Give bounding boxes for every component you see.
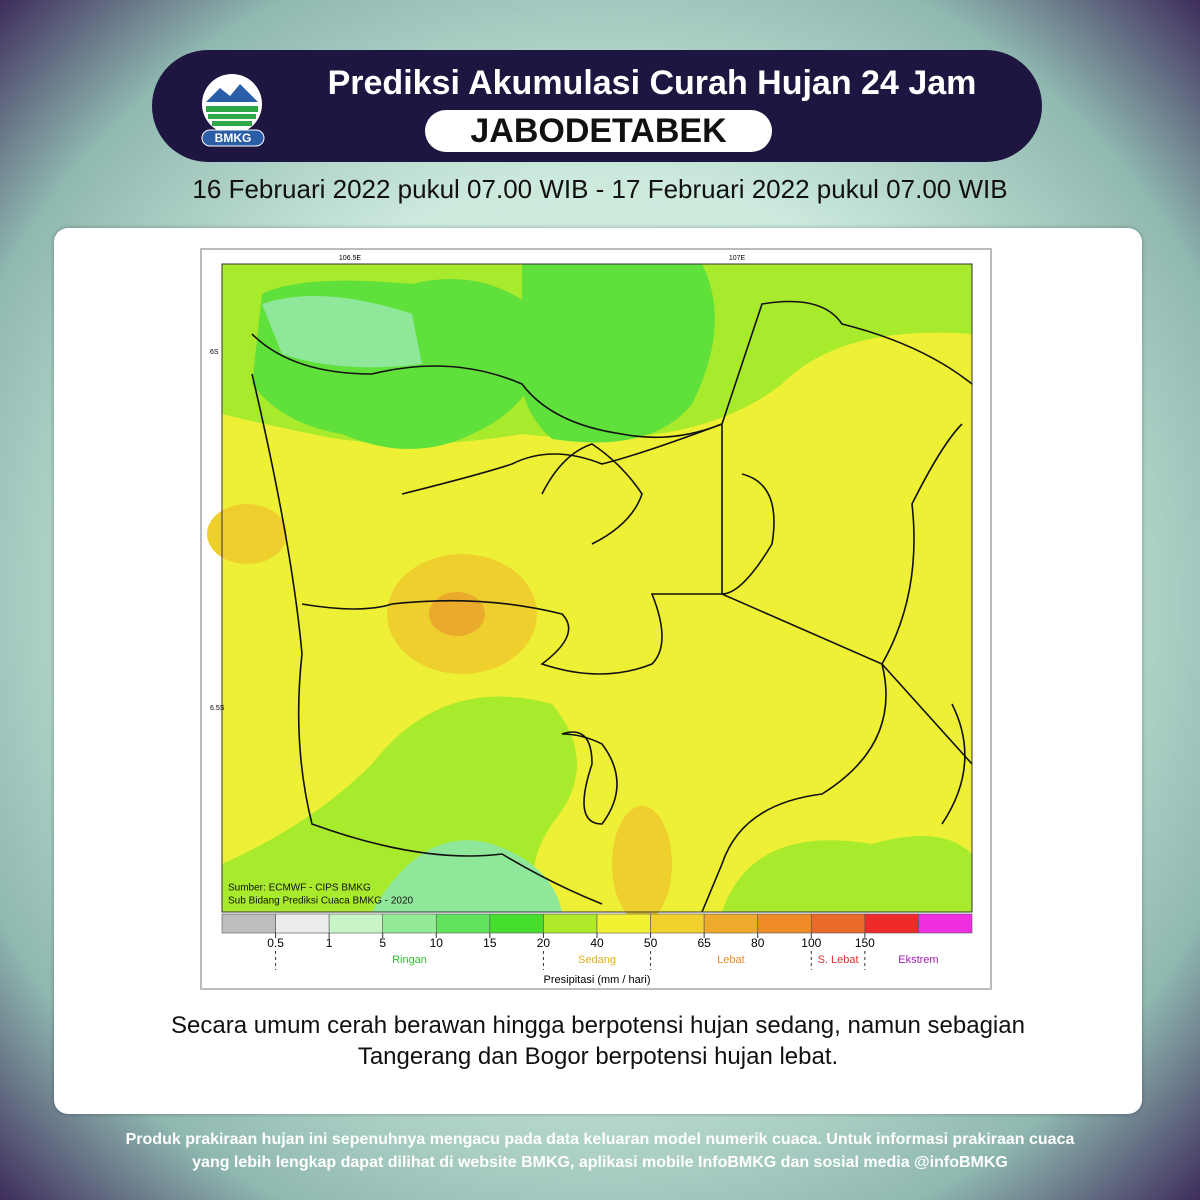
region: JABODETABEK	[425, 110, 772, 152]
footer-line: yang lebih lengkap dapat dilihat di webs…	[192, 1154, 1008, 1171]
logo-text: BMKG	[215, 131, 252, 145]
legend-swatch	[703, 913, 759, 934]
legend-swatch	[864, 913, 919, 934]
map	[207, 264, 973, 922]
legend-swatch	[435, 913, 491, 934]
title: Prediksi Akumulasi Curah Hujan 24 Jam	[327, 64, 977, 102]
lat-label: 6S	[210, 349, 219, 356]
category-label: Lebat	[717, 954, 745, 966]
logo: BMKG	[201, 74, 265, 147]
legend-tick-label: 65	[697, 936, 711, 950]
footer: Produk prakiraan hujan ini sepenuhnya me…	[0, 1128, 1200, 1174]
legend-tick-label: 5	[379, 936, 386, 950]
source-line: Sumber: ECMWF - CIPS BMKG	[228, 883, 371, 894]
legend-swatch	[328, 913, 384, 934]
category-label: Ringan	[392, 954, 427, 966]
legend-swatch	[810, 913, 866, 934]
legend-swatch	[650, 913, 705, 934]
lon-label: 107E	[729, 255, 746, 262]
lat-label: 6.5S	[210, 705, 225, 712]
legend-tick-label: 0.5	[267, 936, 284, 950]
description: Secara umum cerah berawan hingga berpote…	[54, 1010, 1142, 1072]
legend-tick-label: 150	[855, 936, 875, 950]
legend-swatch	[757, 913, 812, 934]
category-label: Sedang	[578, 954, 616, 966]
legend-swatch	[489, 913, 544, 934]
legend-swatch	[543, 913, 598, 934]
period: 16 Februari 2022 pukul 07.00 WIB - 17 Fe…	[192, 174, 1008, 204]
legend-tick-label: 20	[537, 936, 551, 950]
legend-tick-label: 80	[751, 936, 765, 950]
lon-label: 106.5E	[339, 255, 362, 262]
legend-tick-label: 50	[644, 936, 658, 950]
category-label: S. Lebat	[818, 954, 859, 966]
legend-tick-label: 15	[483, 936, 497, 950]
source-line: Sub Bidang Prediksi Cuaca BMKG - 2020	[228, 896, 414, 907]
legend-swatch	[382, 913, 437, 934]
legend-swatch	[918, 913, 973, 934]
legend-tick-label: 100	[801, 936, 821, 950]
description-line: Tangerang dan Bogor berpotensi hujan leb…	[357, 1043, 839, 1070]
legend-swatch	[596, 913, 651, 934]
legend-axis-label: Presipitasi (mm / hari)	[544, 974, 651, 986]
legend-tick-label: 40	[590, 936, 604, 950]
header: BMKG Prediksi Akumulasi Curah Hujan 24 J…	[152, 50, 1042, 162]
legend-swatch	[221, 913, 276, 934]
description-line: Secara umum cerah berawan hingga berpote…	[171, 1012, 1025, 1039]
category-label: Ekstrem	[898, 954, 938, 966]
legend-swatch	[275, 913, 330, 934]
footer-line: Produk prakiraan hujan ini sepenuhnya me…	[125, 1131, 1075, 1148]
legend-tick-label: 1	[326, 936, 333, 950]
legend-tick-label: 10	[430, 936, 444, 950]
